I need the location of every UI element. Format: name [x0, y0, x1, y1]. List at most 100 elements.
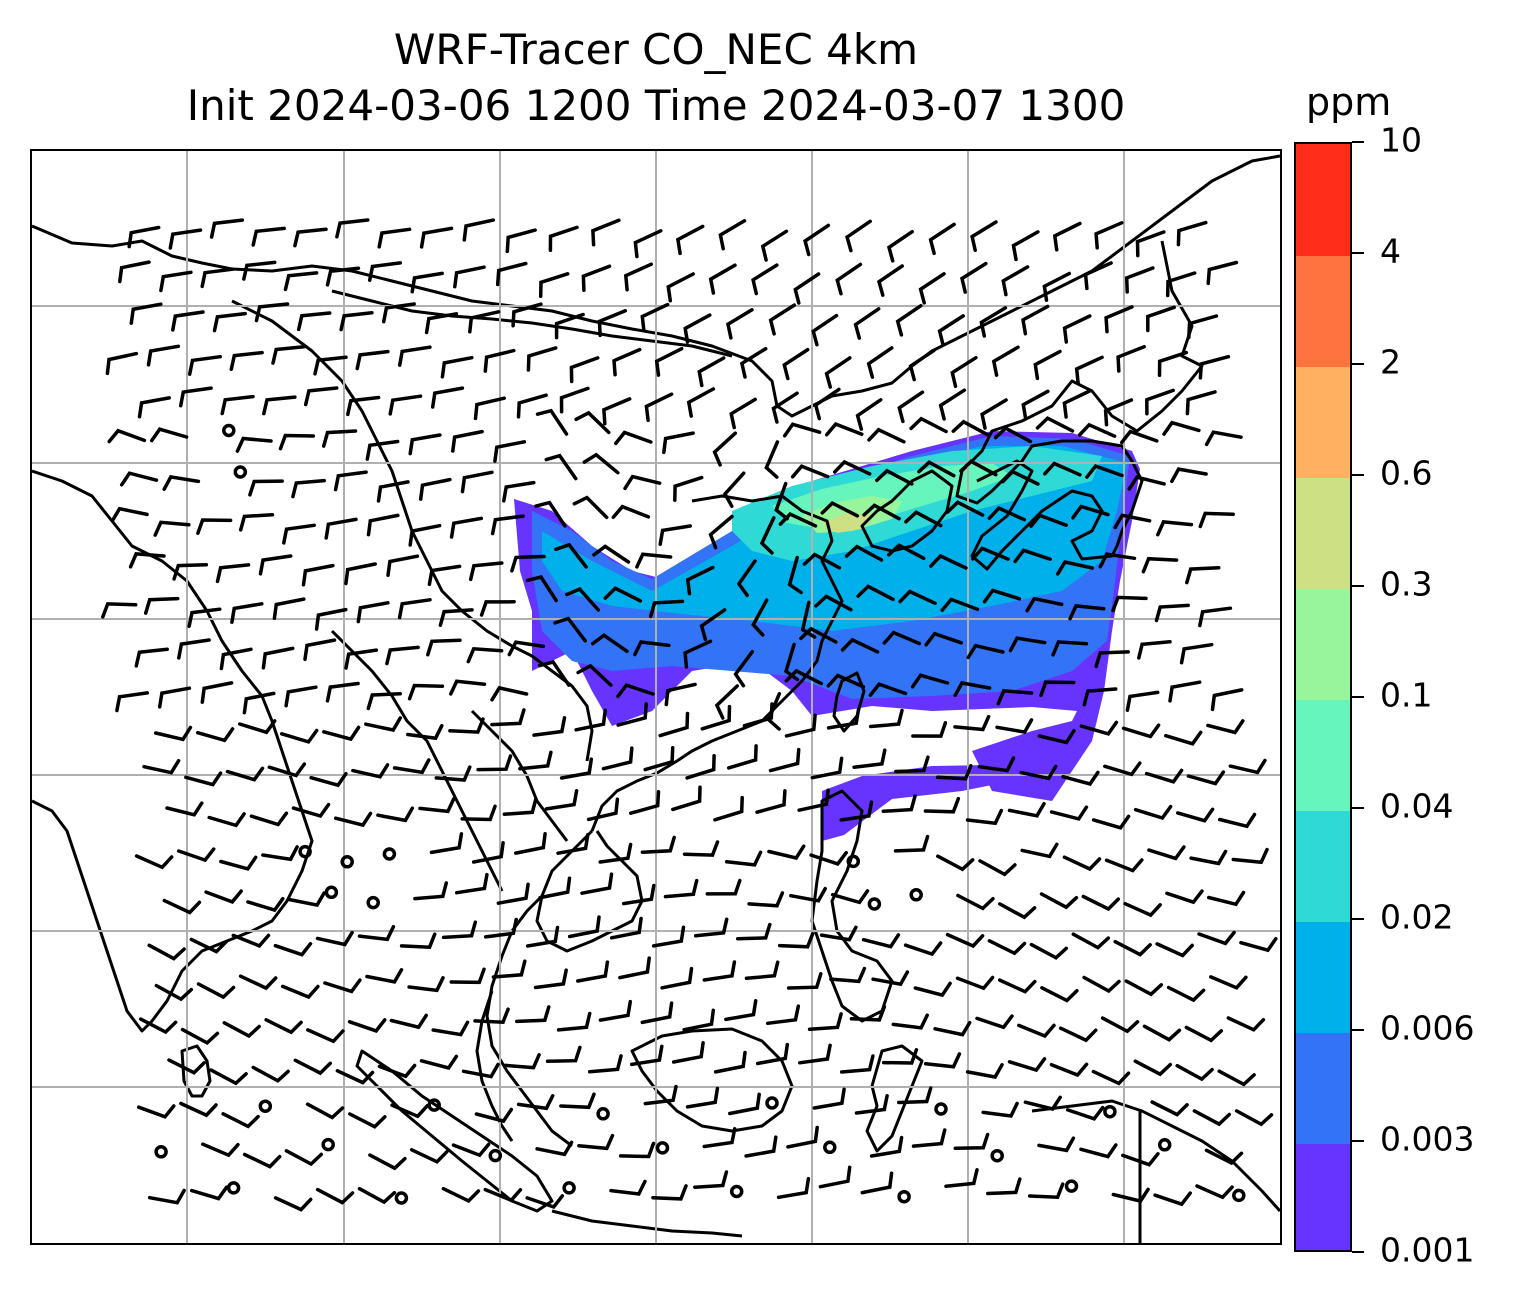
- wind-barb: [1226, 1016, 1266, 1032]
- wind-barb: [835, 262, 863, 296]
- colorbar-tick: [1352, 363, 1364, 365]
- wind-barb: [923, 1052, 962, 1069]
- wind-barb: [367, 261, 403, 282]
- wind-barb: [1065, 1105, 1105, 1121]
- wind-barb: [449, 967, 486, 985]
- colorbar-segment: [1296, 699, 1350, 811]
- wind-barb: [431, 1020, 470, 1037]
- wind-barb: [293, 1058, 333, 1076]
- wind-barb: [747, 891, 785, 908]
- colorbar-tick: [1352, 1140, 1364, 1142]
- wind-barb: [153, 520, 191, 537]
- wind-barb: [1209, 975, 1248, 990]
- wind-barb: [348, 1112, 387, 1129]
- calm-wind-marker: [1064, 1179, 1079, 1193]
- wind-barb: [419, 226, 454, 249]
- wind-barb: [844, 544, 884, 562]
- wind-barb: [1210, 688, 1244, 712]
- wind-barb: [993, 426, 1033, 444]
- wind-barb: [986, 1177, 1022, 1196]
- colorbar-tick: [1352, 918, 1364, 920]
- wind-barb: [894, 755, 930, 774]
- wind-barb: [466, 646, 504, 664]
- calm-wind-marker: [488, 1148, 503, 1163]
- wind-barb: [917, 460, 956, 478]
- wind-barb: [654, 346, 684, 377]
- wind-barb: [1135, 230, 1166, 258]
- wind-barb: [565, 587, 601, 612]
- wind-barb: [339, 310, 374, 332]
- map-panel[interactable]: [30, 149, 1282, 1245]
- wind-barb: [953, 714, 991, 732]
- wind-barb: [733, 649, 755, 688]
- wind-barb: [273, 941, 313, 957]
- wind-barb: [282, 523, 316, 545]
- wind-barb: [875, 468, 914, 486]
- wind-barb: [177, 638, 211, 660]
- colorbar-tick-label: 0.02: [1380, 897, 1454, 937]
- wind-barb: [886, 229, 914, 263]
- wind-barb: [1154, 603, 1190, 623]
- wind-barb: [980, 398, 1008, 430]
- wind-barb: [1170, 467, 1208, 484]
- calm-wind-marker: [394, 1191, 409, 1205]
- wind-barb: [278, 433, 316, 451]
- wind-barb: [658, 711, 690, 738]
- wind-barb: [143, 596, 180, 615]
- wind-barb: [1137, 640, 1172, 660]
- calm-wind-marker: [990, 1148, 1004, 1163]
- wind-barb: [172, 563, 209, 581]
- wind-barb: [783, 642, 800, 682]
- wind-barb: [713, 795, 744, 822]
- wind-barb: [280, 984, 320, 1000]
- calm-wind-marker: [298, 844, 312, 859]
- wind-barb: [1111, 595, 1148, 613]
- wind-barb: [1145, 388, 1175, 416]
- calm-wind-marker: [1157, 1138, 1172, 1152]
- wind-barb: [829, 966, 867, 984]
- wind-barb: [790, 464, 830, 479]
- coast-sumatra: [355, 1049, 554, 1213]
- wind-barb: [305, 1102, 345, 1120]
- wind-barb: [105, 351, 139, 376]
- wind-barb: [1058, 1026, 1098, 1043]
- wind-barb: [490, 708, 526, 727]
- wind-barb: [511, 302, 543, 328]
- wind-barb: [702, 1127, 737, 1149]
- wind-barb: [832, 459, 872, 476]
- wind-barb: [953, 681, 992, 697]
- wind-barb: [134, 854, 174, 870]
- colorbar-segment: [1296, 144, 1350, 256]
- wind-barb: [525, 1194, 565, 1210]
- wind-barb: [891, 1013, 929, 1030]
- wind-barb: [1104, 305, 1134, 334]
- wind-barb: [977, 756, 1016, 773]
- wind-barb: [134, 647, 169, 668]
- wind-barb: [1049, 1062, 1089, 1078]
- wind-barb: [516, 393, 548, 419]
- colorbar-segment: [1296, 255, 1350, 367]
- wind-barb: [1124, 266, 1155, 294]
- wind-barb: [623, 262, 654, 292]
- wind-barb: [911, 721, 948, 738]
- wind-barb: [376, 806, 415, 823]
- wind-barb: [897, 390, 925, 424]
- wind-barb: [1217, 812, 1257, 829]
- wind-barb: [315, 930, 354, 947]
- wind-barb: [1085, 464, 1124, 479]
- wind-barb: [1035, 416, 1075, 433]
- wind-barb: [110, 506, 149, 523]
- wind-barb: [347, 1018, 387, 1033]
- wind-barb: [569, 356, 600, 384]
- wind-barb: [231, 933, 271, 948]
- wind-barb: [1055, 560, 1095, 576]
- wind-barb: [786, 1125, 819, 1149]
- wind-barb: [1127, 475, 1166, 491]
- wind-barb: [852, 748, 887, 769]
- wind-barb: [966, 643, 1005, 660]
- wind-barb: [219, 647, 253, 671]
- wind-barb: [165, 801, 204, 817]
- wind-barb: [333, 811, 373, 828]
- wind-barb: [685, 565, 715, 596]
- colorbar-unit: ppm: [1306, 80, 1392, 124]
